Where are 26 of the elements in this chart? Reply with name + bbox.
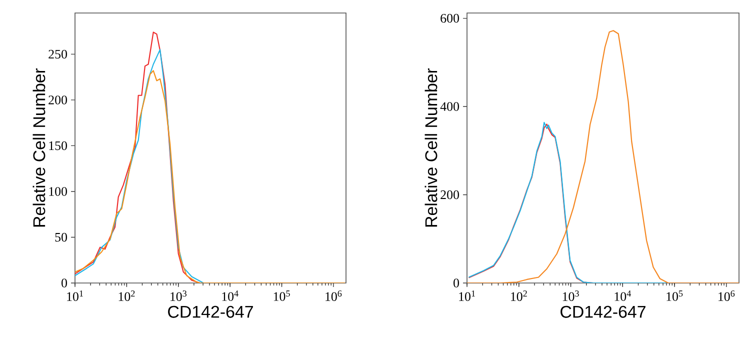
y-tick-label: 0 bbox=[454, 278, 460, 288]
x-tick-label: 10$^{4}$ bbox=[614, 290, 631, 301]
y-tick-label: 400 bbox=[440, 102, 460, 111]
x-tick-label: 10$^{6}$ bbox=[326, 290, 342, 301]
y-axis-title: Relative Cell Number bbox=[32, 68, 46, 227]
y-tick-label: 250 bbox=[48, 50, 68, 59]
x-tick-label: 10$^{4}$ bbox=[222, 290, 238, 301]
y-tick-label: 200 bbox=[48, 96, 68, 104]
x-tick-label: 10$^{2}$ bbox=[511, 290, 527, 301]
x-tick-label: 10$^{2}$ bbox=[118, 290, 135, 301]
x-tick-label: 10$^{1}$ bbox=[67, 290, 83, 301]
y-tick-label: 600 bbox=[440, 14, 460, 23]
x-tick-label: 10$^{6}$ bbox=[718, 290, 735, 301]
x-tick-label: 10$^{5}$ bbox=[274, 290, 290, 301]
y-tick-label: 150 bbox=[49, 141, 68, 150]
x-tick-label: 10$^{3}$ bbox=[562, 290, 579, 301]
y-tick-label: 200 bbox=[440, 190, 460, 200]
x-tick-label: 10$^{1}$ bbox=[459, 290, 475, 301]
x-tick-label: 10$^{3}$ bbox=[170, 290, 187, 301]
y-axis-title: Relative Cell Number bbox=[424, 68, 438, 227]
x-axis-title: CD142-647 bbox=[560, 306, 646, 318]
y-tick-label: 50 bbox=[55, 232, 68, 242]
x-tick-label: 10$^{5}$ bbox=[666, 290, 683, 301]
y-tick-label: 100 bbox=[49, 187, 68, 196]
y-tick-label: 0 bbox=[62, 278, 68, 288]
x-axis-title: CD142-647 bbox=[168, 306, 253, 318]
